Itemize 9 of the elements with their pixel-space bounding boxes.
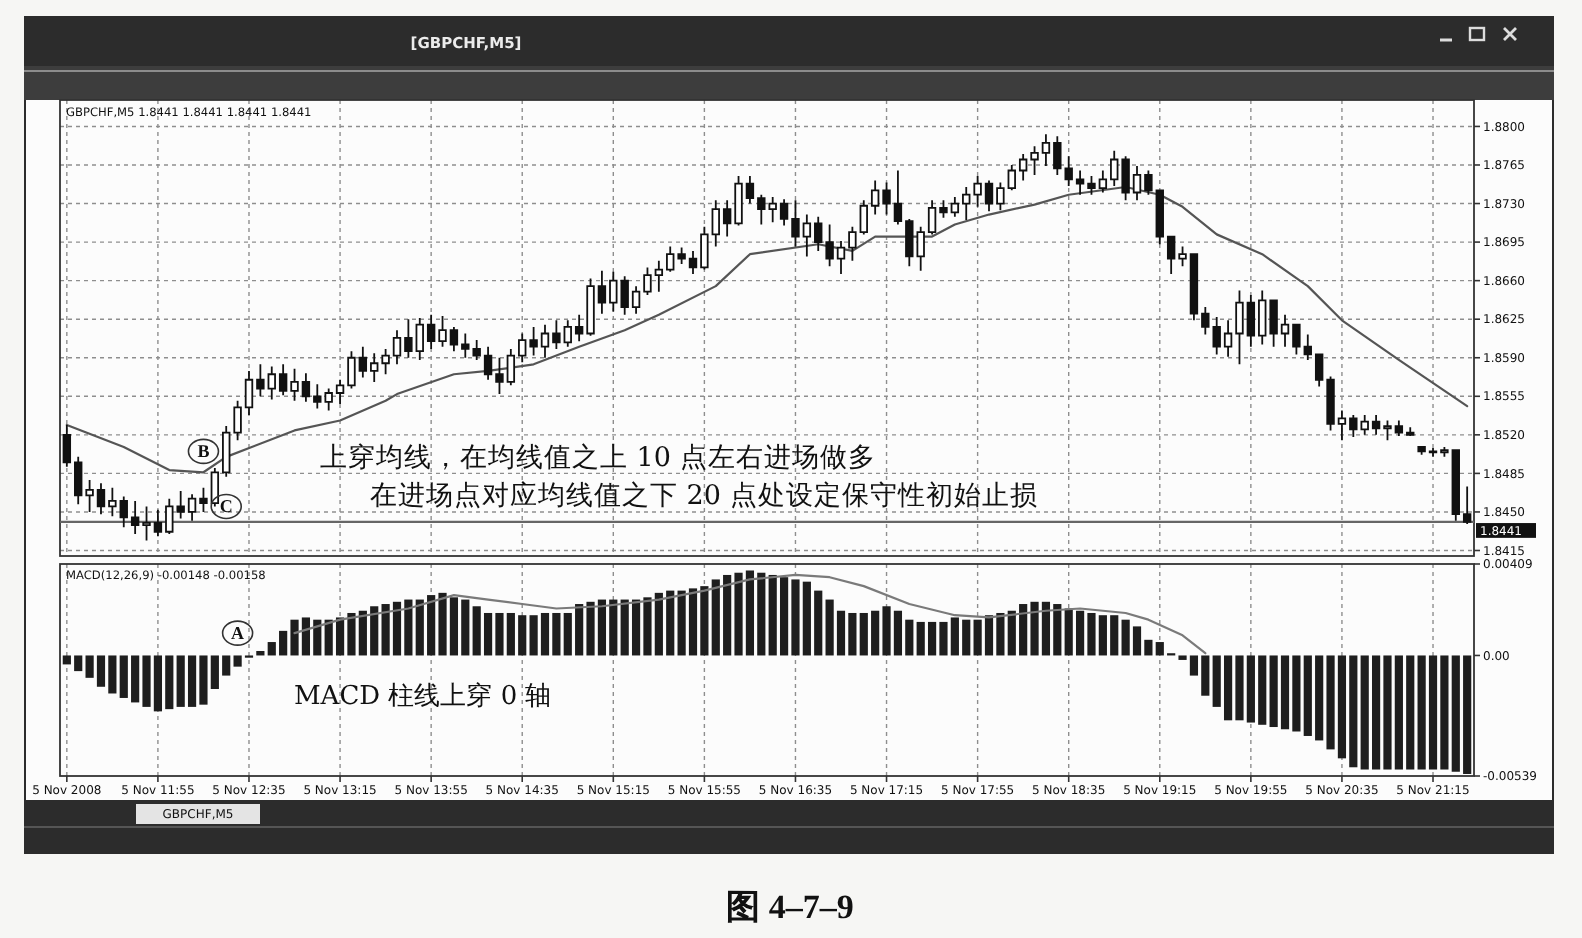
annotation: 上穿均线，在均线值之上 10 点左右进场做多 [320, 442, 876, 474]
annotation: B [197, 441, 210, 462]
caption: 图 4–7–9 [726, 888, 854, 926]
annotation: A [231, 623, 246, 644]
annotation: MACD 柱线上穿 0 轴 [294, 682, 552, 712]
line-series [65, 185, 1469, 474]
line-series [293, 573, 1207, 655]
annotation: 在进场点对应均线值之下 20 点处设定保守性初始止损 [370, 480, 1038, 512]
annotation: C [219, 496, 233, 517]
